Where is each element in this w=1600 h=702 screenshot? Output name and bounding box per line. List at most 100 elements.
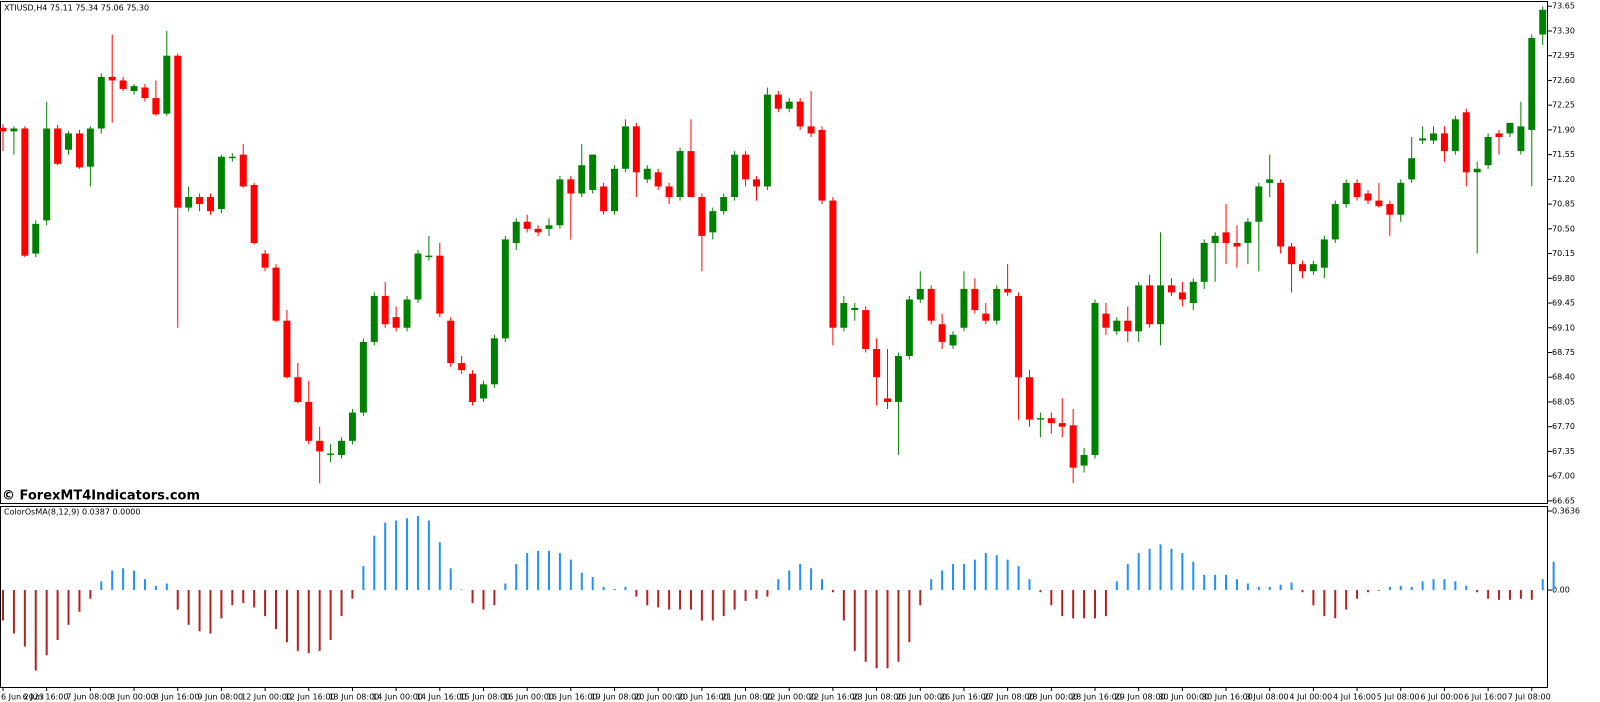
candle-body (807, 126, 815, 134)
candle-body (32, 223, 40, 254)
y-tick-label: 67.70 (1552, 422, 1575, 431)
x-tick-label: 20 Jun 00:00 (634, 693, 685, 702)
candle-body (1288, 246, 1296, 265)
candle-body (392, 317, 400, 328)
candle-body (21, 128, 29, 256)
candle-body (862, 310, 870, 349)
candle-body (196, 197, 204, 205)
candle-body (1408, 158, 1416, 180)
candle-body (621, 126, 629, 169)
candle-body (1004, 288, 1012, 293)
candle-body (152, 98, 160, 115)
x-tick-label: 29 Jun 08:00 (1115, 693, 1166, 702)
candle-body (206, 197, 214, 212)
candle-body (556, 179, 564, 226)
candle-body (752, 179, 760, 187)
candle-body (1036, 418, 1044, 420)
candle-body (1440, 133, 1448, 152)
candle-body (10, 128, 18, 132)
candle-body (1113, 320, 1121, 332)
candle-body (414, 253, 422, 300)
candle-body (796, 101, 804, 127)
candle-body (578, 165, 586, 194)
candle-body (938, 324, 946, 342)
candle-body (742, 154, 750, 180)
candle-body (141, 87, 149, 99)
x-tick-label: 20 Jun 16:00 (678, 693, 729, 702)
y-tick-label: 71.55 (1552, 150, 1575, 159)
y-tick-label: 69.45 (1552, 299, 1575, 308)
indicator-panel (0, 506, 1548, 688)
candle-body (1506, 122, 1514, 134)
candle-body (774, 94, 782, 109)
y-tick-label: 69.10 (1552, 323, 1575, 332)
y-tick-label: 72.60 (1552, 76, 1575, 85)
candle-body (873, 348, 881, 378)
candle-body (43, 128, 51, 221)
candle-body (1047, 418, 1055, 424)
candle-body (1091, 303, 1099, 455)
candle-body (381, 295, 389, 325)
x-tick-label: 23 Jun 08:00 (853, 693, 904, 702)
candle-body (567, 179, 575, 194)
x-tick-label: 4 Jul 16:00 (1333, 693, 1376, 702)
y-tick-label: 71.90 (1552, 125, 1575, 134)
candle-body (185, 197, 193, 208)
candle-body (1189, 281, 1197, 304)
candle-body (305, 401, 313, 441)
y-tick-label: 70.15 (1552, 249, 1575, 258)
x-tick-label: 12 Jun 16:00 (285, 693, 336, 702)
candle-body (250, 185, 258, 243)
candle-body (1375, 200, 1383, 207)
candle-body (512, 221, 520, 243)
candle-body (884, 398, 892, 402)
candle-body (829, 200, 837, 328)
candle-body (174, 55, 182, 208)
y-tick-label: 73.30 (1552, 26, 1575, 35)
candle-body (1517, 126, 1525, 152)
candle-body (1069, 425, 1077, 468)
candle-body (600, 186, 608, 212)
y-tick-label: 67.00 (1552, 472, 1575, 481)
candle-body (1124, 320, 1132, 332)
x-tick-label: 14 Jun 16:00 (416, 693, 467, 702)
candle-body (1331, 204, 1339, 240)
candle-body (1495, 133, 1503, 137)
y-tick-label: 72.25 (1552, 101, 1575, 110)
candle-body (676, 151, 684, 198)
candle-body (86, 128, 94, 167)
candle-body (1025, 377, 1033, 420)
candle-body (425, 255, 433, 258)
candle-body (1178, 292, 1186, 300)
x-tick-label: 30 Jun 00:00 (1158, 693, 1209, 702)
candle-body (1342, 182, 1350, 205)
candle-body (1528, 38, 1536, 130)
candle-body (261, 253, 269, 268)
candle-body (239, 154, 247, 187)
candle-body (818, 129, 826, 201)
candle-body (348, 412, 356, 441)
y-tick-label: 0.3636 (1552, 507, 1580, 516)
candle-body (687, 151, 695, 198)
candle-body (1320, 239, 1328, 268)
candle-body (611, 168, 619, 212)
candle-body (1419, 138, 1427, 141)
candle-body (654, 172, 662, 187)
x-tick-label: 6 Jun 2023 (1, 693, 44, 702)
candle-body (840, 303, 848, 328)
y-tick-label: 67.35 (1552, 447, 1575, 456)
candle-body (534, 228, 542, 233)
x-tick-label: 16 Jun 00:00 (503, 693, 554, 702)
candle-body (458, 363, 466, 371)
y-tick-label: 70.85 (1552, 200, 1575, 209)
y-tick-label: 66.65 (1552, 496, 1575, 505)
candle-body (1298, 264, 1306, 272)
candle-body (1266, 179, 1274, 183)
candle-body (1397, 182, 1405, 215)
x-tick-label: 22 Jun 16:00 (809, 693, 860, 702)
candle-body (1244, 221, 1252, 243)
x-tick-label: 8 Jun 00:00 (110, 693, 156, 702)
candle-body (54, 128, 62, 164)
candle-body (0, 127, 7, 132)
